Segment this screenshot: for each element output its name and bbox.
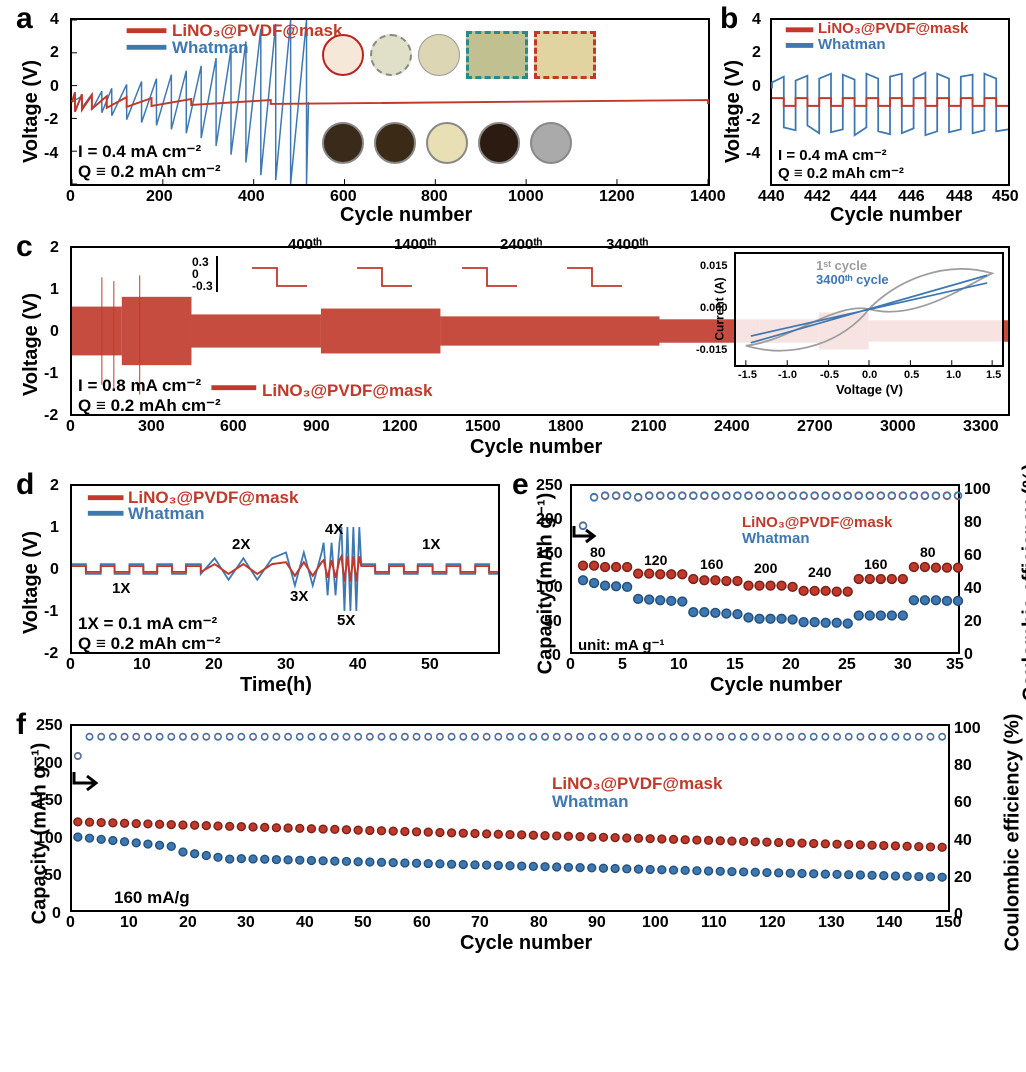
a-ytick-n2: -2 — [44, 111, 58, 129]
legend-b-lino3: LiNO₃@PVDF@mask — [818, 20, 968, 37]
a-xtick-400: 400 — [238, 188, 265, 206]
cond-b-i: I = 0.4 mA cm⁻² — [778, 146, 887, 164]
a-ytick-n4: -4 — [44, 145, 58, 163]
cond-d-q: Q ≡ 0.2 mAh cm⁻² — [78, 634, 221, 654]
cond-c-i: I = 0.8 mA cm⁻² — [78, 376, 201, 396]
panel-c-xlabel: Cycle number — [470, 436, 602, 459]
panel-b-label: b — [720, 2, 738, 36]
cv-last-label: 3400ᵗʰ cycle — [816, 272, 889, 287]
panel-f-svg — [72, 726, 948, 910]
panel-c-label: c — [16, 230, 33, 264]
panel-f-y2label: Coulombic efficiency (%) — [1001, 714, 1024, 952]
legend-e-whatman: Whatman — [742, 530, 810, 547]
cond-c-q: Q ≡ 0.2 mAh cm⁻² — [78, 396, 221, 416]
panel-c-ylabel: Voltage (V) — [20, 293, 43, 396]
rate-note-f: 160 mA/g — [114, 888, 190, 908]
series-lino3-d — [72, 556, 498, 581]
panel-b-plot: LiNO₃@PVDF@mask Whatman I = 0.4 mA cm⁻² … — [770, 18, 1010, 186]
cond-d-base: 1X = 0.1 mA cm⁻² — [78, 614, 217, 634]
panel-f-label: f — [16, 708, 26, 742]
cond-b-q: Q ≡ 0.2 mAh cm⁻² — [778, 164, 904, 182]
panel-a-ylabel: Voltage (V) — [20, 60, 43, 163]
a-xtick-200: 200 — [146, 188, 173, 206]
panel-b-xlabel: Cycle number — [830, 204, 962, 227]
panel-a: a Voltage (V) — [0, 0, 720, 220]
cond-a-q: Q ≡ 0.2 mAh cm⁻² — [78, 162, 221, 182]
legend-b-whatman: Whatman — [818, 36, 886, 53]
arrow-right-icon — [572, 524, 602, 548]
panel-d-ylabel: Voltage (V) — [20, 531, 43, 634]
a-xtick-1000: 1000 — [508, 188, 544, 206]
a-xtick-1200: 1200 — [599, 188, 635, 206]
cv-first-label: 1ˢᵗ cycle — [816, 258, 867, 273]
panel-f-xlabel: Cycle number — [460, 932, 592, 955]
arrow-right-icon-f — [72, 770, 104, 796]
panel-d-label: d — [16, 468, 34, 502]
panel-b: b Voltage (V) LiNO₃@PVDF@mask Whatman I … — [720, 0, 1020, 220]
panel-a-label: a — [16, 2, 33, 36]
cond-a-i: I = 0.4 mA cm⁻² — [78, 142, 201, 162]
panel-e-xlabel: Cycle number — [710, 674, 842, 697]
legend-d-whatman: Whatman — [128, 504, 205, 524]
series-lino3-b — [772, 98, 1008, 106]
cv-inset: 1ˢᵗ cycle 3400ᵗʰ cycle Current (A) 0.015… — [734, 252, 1004, 367]
panel-e-label: e — [512, 468, 529, 502]
panel-e-plot: LiNO₃@PVDF@mask Whatman unit: mA g⁻¹ 80 … — [570, 484, 960, 654]
panel-d: d Voltage (V) LiNO₃@PVDF@mask Whatman 1X… — [0, 466, 510, 698]
panel-e-y2label: Coulombic efficiency (%) — [1019, 464, 1026, 702]
panel-f-plot: LiNO₃@PVDF@mask Whatman 160 mA/g — [70, 724, 950, 912]
panel-d-xlabel: Time(h) — [240, 674, 312, 697]
panel-c-plot: 0.30-0.3 400ᵗʰ 1400ᵗʰ 2400ᵗʰ 3400ᵗʰ 1ˢᵗ … — [70, 246, 1010, 416]
legend-e-lino3: LiNO₃@PVDF@mask — [742, 514, 892, 531]
a-ytick-0: 0 — [50, 78, 59, 96]
series-lino3-a — [72, 92, 708, 112]
cv-xlabel: Voltage (V) — [836, 382, 903, 397]
inset-photo-a-top — [322, 26, 702, 84]
panel-a-plot: LiNO₃@PVDF@mask Whatman I = 0.4 mA cm⁻² … — [70, 18, 710, 186]
panel-f: f Capacity (mAh g⁻¹) LiNO₃@PVDF@mask Wha… — [0, 706, 1020, 956]
panel-d-plot: LiNO₃@PVDF@mask Whatman 1X = 0.1 mA cm⁻²… — [70, 484, 500, 654]
panel-a-xlabel: Cycle number — [340, 204, 472, 227]
inset-cycle-profiles — [252, 254, 652, 299]
a-ytick-2: 2 — [50, 44, 59, 62]
a-xtick-0: 0 — [66, 188, 75, 206]
legend-f-whatman: Whatman — [552, 792, 629, 812]
legend-a-whatman: Whatman — [172, 38, 249, 58]
inset-photo-a-bottom — [322, 118, 702, 168]
unit-note-e: unit: mA g⁻¹ — [578, 636, 665, 654]
a-ytick-4: 4 — [50, 11, 59, 29]
legend-c-lino3: LiNO₃@PVDF@mask — [262, 381, 432, 401]
panel-e: e Capacity (mAh g⁻¹) LiNO₃@PVDF@mask Wha… — [510, 466, 1020, 698]
legend-f-lino3: LiNO₃@PVDF@mask — [552, 774, 722, 794]
panel-c: c Voltage (V) — [0, 228, 1020, 458]
panel-b-ylabel: Voltage (V) — [722, 60, 745, 163]
